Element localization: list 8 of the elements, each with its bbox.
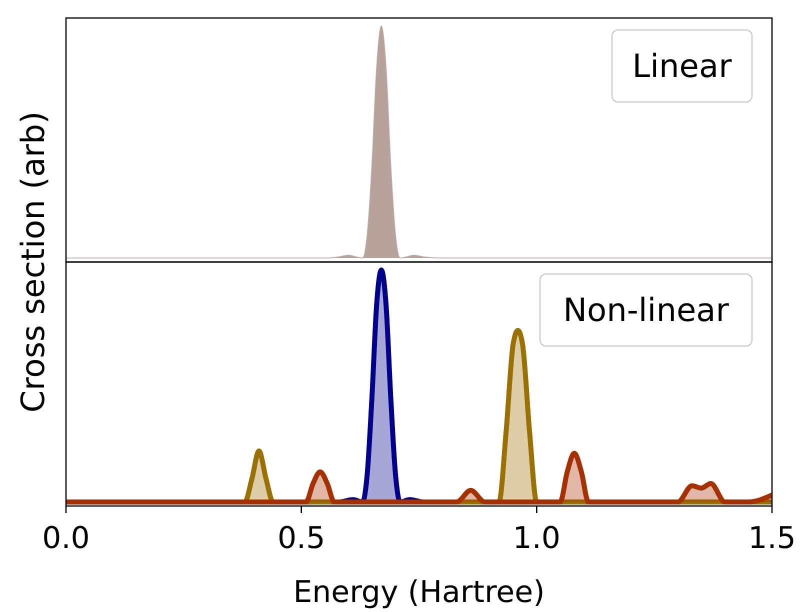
x-tick-label: 0.5 xyxy=(277,521,326,556)
y-axis-title: Cross section (arb) xyxy=(14,111,52,413)
annotation: Linear xyxy=(632,47,733,85)
annotation: Non-linear xyxy=(563,291,730,329)
x-axis-title: Energy (Hartree) xyxy=(293,575,545,610)
x-tick-label: 0.0 xyxy=(42,521,90,556)
x-tick-label: 1.5 xyxy=(748,521,796,556)
x-tick-label: 1.0 xyxy=(512,521,561,556)
